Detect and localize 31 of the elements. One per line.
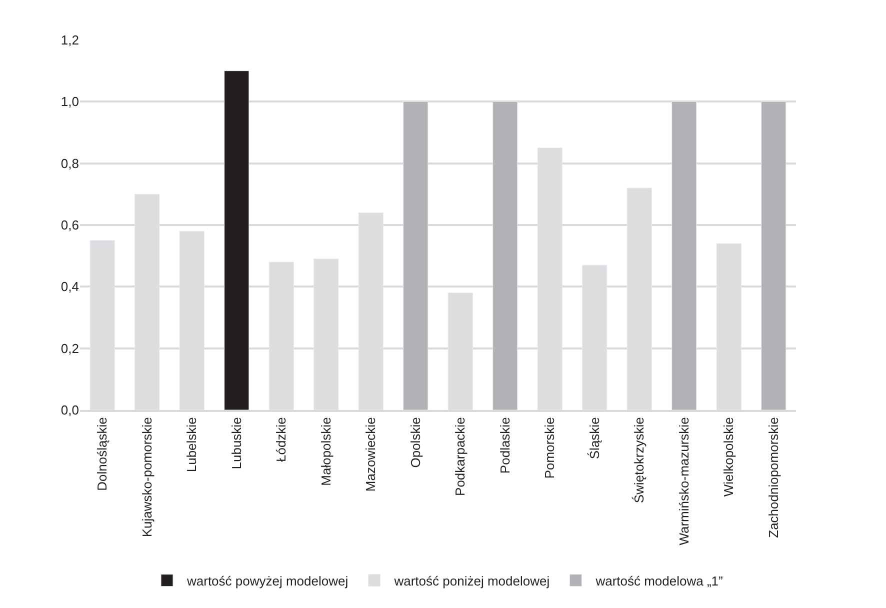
bar [672,101,697,410]
x-tick-label: Zachodniopomorskie [766,417,781,538]
x-tick-label: Mazowieckie [363,417,378,492]
bar [761,101,786,410]
x-tick-label: Łódzkie [274,417,289,462]
x-tick-label: Małopolskie [318,417,334,486]
legend-label: wartość modelowa „1” [594,573,723,588]
x-tick-label: Warmińsko-mazurskie [676,417,692,546]
legend-label: wartość poniżej modelowej [393,573,550,588]
y-tick-label: 0,8 [60,156,79,171]
legend-label: wartość powyżej modelowej [186,573,348,588]
x-tick-label: Podlaskie [497,417,512,474]
x-tick-label: Śląskie [586,417,602,460]
x-tick-label: Podkarpackie [452,417,468,496]
x-tick-label: Opolskie [408,417,423,468]
x-tick-label: Kujawsko-pomorskie [139,417,154,538]
bar [492,101,518,410]
x-tick-label: Dolnośląskie [94,417,110,491]
y-tick-label: 0,6 [60,218,79,233]
y-tick-label: 0,4 [60,279,79,294]
bar [403,101,428,410]
x-tick-label: Wielkopolskie [721,417,736,497]
x-tick-label: Pomorskie [542,417,558,479]
x-tick-label: Lubelskie [184,417,200,472]
y-tick-label: 0,0 [60,402,79,418]
y-tick-label: 1,0 [60,94,79,110]
y-tick-label: 0,2 [60,340,79,356]
x-tick-label: Lubuskie [228,417,244,470]
y-tick-label: 1,2 [60,32,79,48]
x-tick-label: Świętokrzyskie [632,417,647,504]
bar [224,70,250,410]
